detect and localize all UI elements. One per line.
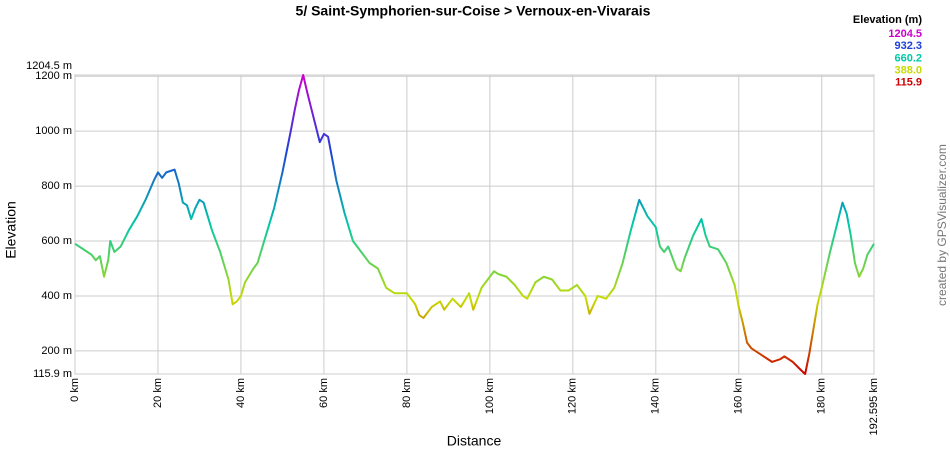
x-tick-label: 100 km	[484, 378, 496, 414]
y-tick-label: 400 m	[41, 290, 72, 302]
y-tick-label: 800 m	[41, 180, 72, 192]
chart-title: 5/ Saint-Symphorien-sur-Coise > Vernoux-…	[296, 3, 651, 19]
legend-label: 115.9	[895, 77, 922, 89]
x-tick-label: 120 km	[567, 378, 579, 414]
legend-label: 932.3	[894, 40, 922, 52]
x-axis-title: Distance	[447, 433, 502, 449]
watermark: created by GPSVisualizer.com	[935, 144, 949, 306]
y-tick-label: 1000 m	[35, 125, 72, 137]
x-tick-label: 140 km	[650, 378, 662, 414]
legend-label: 388.0	[894, 65, 922, 77]
y-axis-title: Elevation	[3, 201, 19, 259]
x-tick-label: 160 km	[733, 378, 745, 414]
y-tick-label: 1200 m	[35, 70, 72, 82]
legend-title: Elevation (m)	[853, 14, 922, 26]
legend-label: 1204.5	[888, 28, 922, 40]
y-tick-label: 600 m	[41, 235, 72, 247]
x-tick-label: 180 km	[816, 378, 828, 414]
x-tick-label: 0 km	[69, 378, 81, 402]
x-tick-label: 80 km	[401, 378, 413, 408]
y-tick-label: 115.9 m	[33, 368, 72, 380]
legend-label: 660.2	[894, 52, 922, 64]
elevation-line	[74, 74, 875, 375]
y-tick-label: 1204.5 m	[26, 60, 72, 72]
x-tick-label: 192.595 km	[868, 378, 880, 435]
x-tick-label: 60 km	[318, 378, 330, 408]
y-tick-label: 200 m	[41, 345, 72, 357]
x-tick-label: 40 km	[235, 378, 247, 408]
x-tick-label: 20 km	[152, 378, 164, 408]
